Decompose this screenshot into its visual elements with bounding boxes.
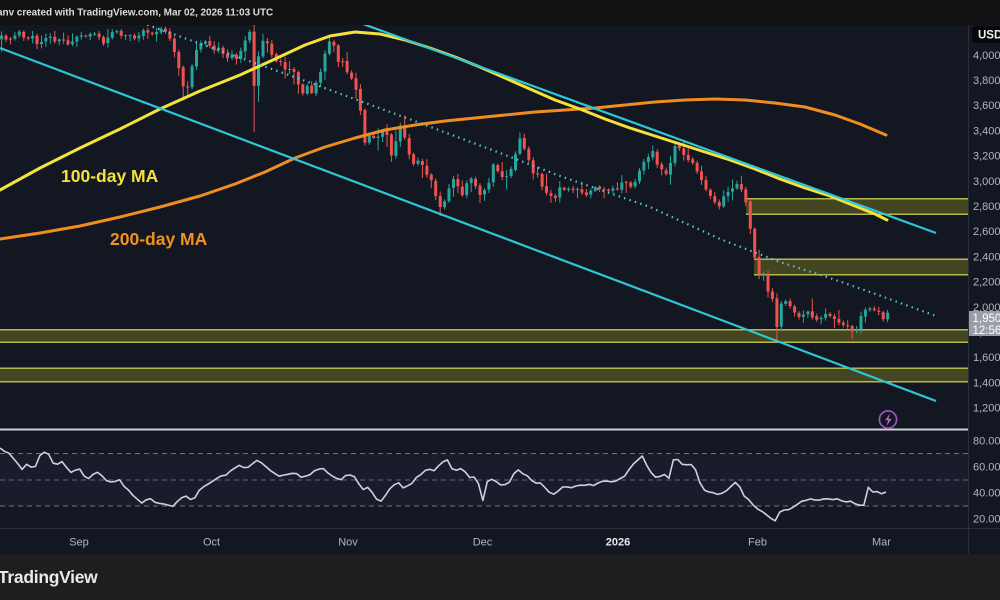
svg-text:3,200: 3,200	[973, 151, 1000, 163]
svg-text:Mar: Mar	[872, 537, 891, 549]
svg-text:3,000: 3,000	[973, 176, 1000, 188]
svg-text:4,000: 4,000	[973, 50, 1000, 62]
svg-text:1,200: 1,200	[973, 403, 1000, 415]
svg-text:20.00: 20.00	[973, 513, 1000, 525]
svg-text:60.00: 60.00	[973, 461, 1000, 473]
svg-text:Nov: Nov	[338, 537, 358, 549]
svg-text:2,800: 2,800	[973, 201, 1000, 213]
svg-text:1,400: 1,400	[973, 377, 1000, 389]
svg-text:3,400: 3,400	[973, 125, 1000, 137]
svg-text:3,800: 3,800	[973, 75, 1000, 87]
svg-text:anv created with TradingView.c: anv created with TradingView.com, Mar 02…	[0, 8, 273, 19]
svg-text:3,600: 3,600	[973, 100, 1000, 112]
svg-text:1,950: 1,950	[973, 313, 1000, 325]
svg-text:200-day MA: 200-day MA	[110, 229, 208, 249]
svg-text:2,600: 2,600	[973, 226, 1000, 238]
svg-text:100-day MA: 100-day MA	[61, 166, 159, 186]
svg-text:2026: 2026	[606, 537, 630, 549]
svg-text:40.00: 40.00	[973, 487, 1000, 499]
svg-text:2,200: 2,200	[973, 277, 1000, 289]
svg-text:1,600: 1,600	[973, 352, 1000, 364]
svg-text:12:56: 12:56	[973, 325, 1000, 337]
svg-text:Dec: Dec	[473, 537, 493, 549]
svg-text:TradingView: TradingView	[0, 567, 98, 587]
svg-text:2,400: 2,400	[973, 251, 1000, 263]
svg-text:Oct: Oct	[203, 537, 220, 549]
svg-text:80.00: 80.00	[973, 435, 1000, 447]
svg-text:Feb: Feb	[748, 537, 767, 549]
svg-text:2,000: 2,000	[973, 302, 1000, 314]
svg-text:Sep: Sep	[69, 537, 89, 549]
